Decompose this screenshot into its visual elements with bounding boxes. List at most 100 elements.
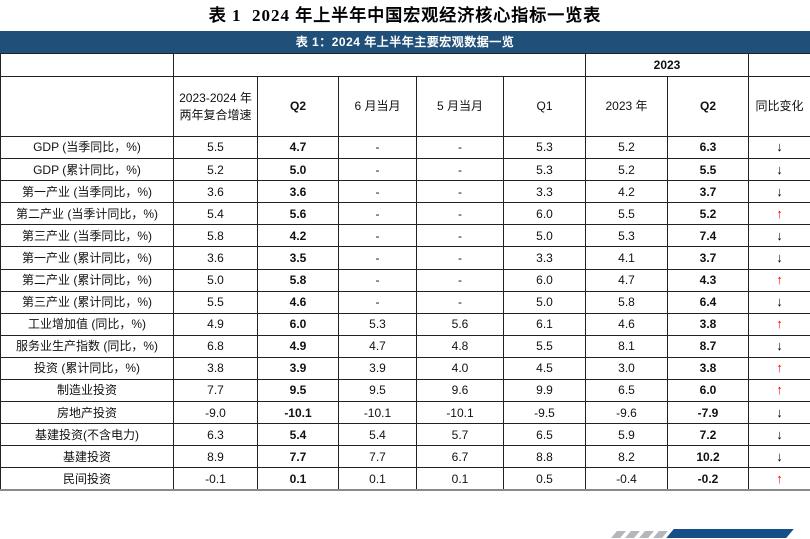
value-cell: -9.5	[503, 401, 586, 425]
value-cell: 5.3	[503, 135, 586, 160]
value-cell: 4.8	[416, 334, 504, 358]
value-cell: -	[338, 180, 417, 204]
trend-up-icon: ↑	[776, 205, 783, 221]
trend-up-icon: ↑	[776, 272, 783, 288]
row-label: 房地产投资	[0, 401, 174, 425]
trend-cell: ↓	[748, 180, 810, 204]
value-cell: 3.3	[503, 246, 586, 270]
value-cell: 5.5	[173, 135, 258, 160]
table-row: 第一产业 (当季同比，%) 3.6 3.6- -3.3 4.2 3.7 ↓	[0, 180, 810, 204]
value-cell: 5.3	[503, 158, 586, 182]
trend-down-icon: ↓	[776, 448, 783, 464]
column-header-q2-2023: Q2	[666, 76, 750, 137]
value-cell: -	[338, 246, 417, 270]
value-cell: -0.4	[585, 467, 668, 492]
column-header-compound-growth: 2023-2024 年两年复合增速	[173, 76, 258, 137]
table-row: 民间投资 -0.1 0.1 0.1 0.1 0.5 -0.4 -0.2 ↑	[0, 467, 810, 492]
value-cell: 6.3	[666, 135, 750, 160]
trend-down-icon: ↓	[776, 338, 783, 354]
value-cell: 8.9	[173, 445, 258, 469]
value-cell: 3.6	[173, 180, 258, 204]
trend-cell: ↓	[748, 401, 810, 425]
stripe-icon	[611, 531, 626, 538]
table-row: GDP (当季同比，%) 5.5 4.7- -5.3 5.2 6.3 ↓	[0, 135, 810, 160]
value-cell: 8.2	[585, 445, 668, 469]
group-header-2023: 2023	[584, 53, 750, 77]
trend-cell: ↑	[748, 312, 810, 336]
trend-down-icon: ↓	[776, 404, 783, 420]
value-cell: -	[338, 202, 417, 226]
value-cell: 7.7	[338, 445, 417, 469]
value-cell: 4.7	[338, 334, 417, 358]
value-cell: 3.6	[257, 180, 339, 204]
value-cell: 5.3	[338, 312, 417, 336]
row-label: 第一产业 (当季同比，%)	[0, 180, 174, 204]
page-title: 表 1 2024 年上半年中国宏观经济核心指标一览表	[208, 6, 602, 25]
value-cell: -	[416, 202, 504, 226]
value-cell: -	[338, 290, 417, 314]
table-row: 房地产投资 -9.0 -10.1 -10.1 -10.1 -9.5 -9.6 -7.9 ↓	[0, 401, 810, 425]
footer-decoration	[611, 528, 794, 538]
row-label: 基建投资	[0, 445, 174, 469]
value-cell: 7.2	[666, 423, 750, 447]
value-cell: 4.7	[585, 268, 668, 292]
value-cell: -9.6	[585, 401, 668, 425]
table-row: 第三产业 (当季同比，%) 5.8 4.2- -5.0 5.3 7.4 ↓	[0, 224, 810, 248]
value-cell: 3.5	[257, 246, 339, 270]
empty-cell	[748, 53, 810, 77]
value-cell: 3.8	[666, 312, 750, 336]
value-cell: -	[338, 268, 417, 292]
row-label: 第三产业 (当季同比，%)	[0, 224, 174, 248]
value-cell: 5.6	[257, 202, 339, 226]
value-cell: 5.2	[585, 158, 668, 182]
value-cell: 3.3	[503, 180, 586, 204]
table-row: 服务业生产指数 (同比，%) 6.8 4.9 4.7 4.8 5.5 8.1 8.7 ↓	[0, 334, 810, 358]
value-cell: 0.1	[338, 467, 417, 492]
trend-up-icon: ↑	[776, 360, 783, 376]
value-cell: 5.0	[503, 224, 586, 248]
trend-cell: ↓	[748, 445, 810, 469]
value-cell: 9.9	[503, 379, 586, 403]
empty-cell	[0, 53, 174, 77]
row-label: 第二产业 (当季计同比，%)	[0, 202, 174, 226]
value-cell: 3.6	[173, 246, 258, 270]
value-cell: -	[416, 158, 504, 182]
value-cell: 5.3	[585, 224, 668, 248]
value-cell: 5.8	[257, 268, 339, 292]
value-cell: 4.7	[257, 135, 339, 160]
value-cell: -	[416, 135, 504, 160]
value-cell: 5.6	[416, 312, 504, 336]
value-cell: 4.2	[585, 180, 668, 204]
value-cell: 5.2	[585, 135, 668, 160]
value-cell: 5.4	[257, 423, 339, 447]
value-cell: 5.8	[585, 290, 668, 314]
value-cell: 3.9	[338, 356, 417, 381]
value-cell: 5.0	[503, 290, 586, 314]
column-header-label	[0, 76, 174, 137]
table-body: GDP (当季同比，%) 5.5 4.7- -5.3 5.2 6.3 ↓ GDP (累计同比，…	[0, 135, 810, 492]
trend-cell: ↑	[748, 268, 810, 292]
value-cell: -	[338, 224, 417, 248]
value-cell: 6.0	[666, 379, 750, 403]
row-label: 第二产业 (累计同比，%)	[0, 268, 174, 292]
column-header-may: 5 月当月	[416, 76, 504, 137]
value-cell: 5.7	[416, 423, 504, 447]
trend-up-icon: ↑	[776, 382, 783, 398]
column-header-q1: Q1	[503, 76, 586, 137]
group-header-row: 2023	[0, 53, 810, 77]
trend-up-icon: ↑	[776, 316, 783, 332]
trend-cell: ↓	[748, 423, 810, 447]
trend-cell: ↓	[748, 158, 810, 182]
table-row: 工业增加值 (同比，%) 4.9 6.0 5.3 5.6 6.1 4.6 3.8 ↑	[0, 312, 810, 336]
value-cell: -10.1	[257, 401, 339, 425]
trend-down-icon: ↓	[776, 227, 783, 243]
value-cell: 3.7	[666, 246, 750, 270]
column-header-row: 2023-2024 年两年复合增速 Q2 6 月当月 5 月当月 Q1 2023…	[0, 76, 810, 137]
macro-indicators-table: 2023 2023-2024 年两年复合增速 Q2 6 月当月 5 月当月 Q1…	[0, 53, 810, 492]
trend-cell: ↑	[748, 467, 810, 492]
table-row: 第一产业 (累计同比，%) 3.6 3.5- -3.3 4.1 3.7 ↓	[0, 246, 810, 270]
empty-cell	[173, 53, 586, 77]
value-cell: 0.1	[257, 467, 339, 492]
value-cell: 6.7	[416, 445, 504, 469]
value-cell: 3.8	[173, 356, 258, 381]
